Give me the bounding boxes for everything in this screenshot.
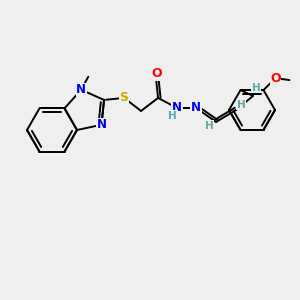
Text: S: S xyxy=(120,92,129,104)
Text: N: N xyxy=(191,101,201,114)
Text: H: H xyxy=(252,83,260,93)
Text: H: H xyxy=(237,100,245,110)
Text: N: N xyxy=(172,101,182,114)
Text: N: N xyxy=(97,118,106,131)
Text: H: H xyxy=(205,121,213,131)
Text: O: O xyxy=(270,72,281,85)
Text: H: H xyxy=(168,111,176,121)
Text: O: O xyxy=(152,68,162,80)
Text: N: N xyxy=(76,83,86,96)
